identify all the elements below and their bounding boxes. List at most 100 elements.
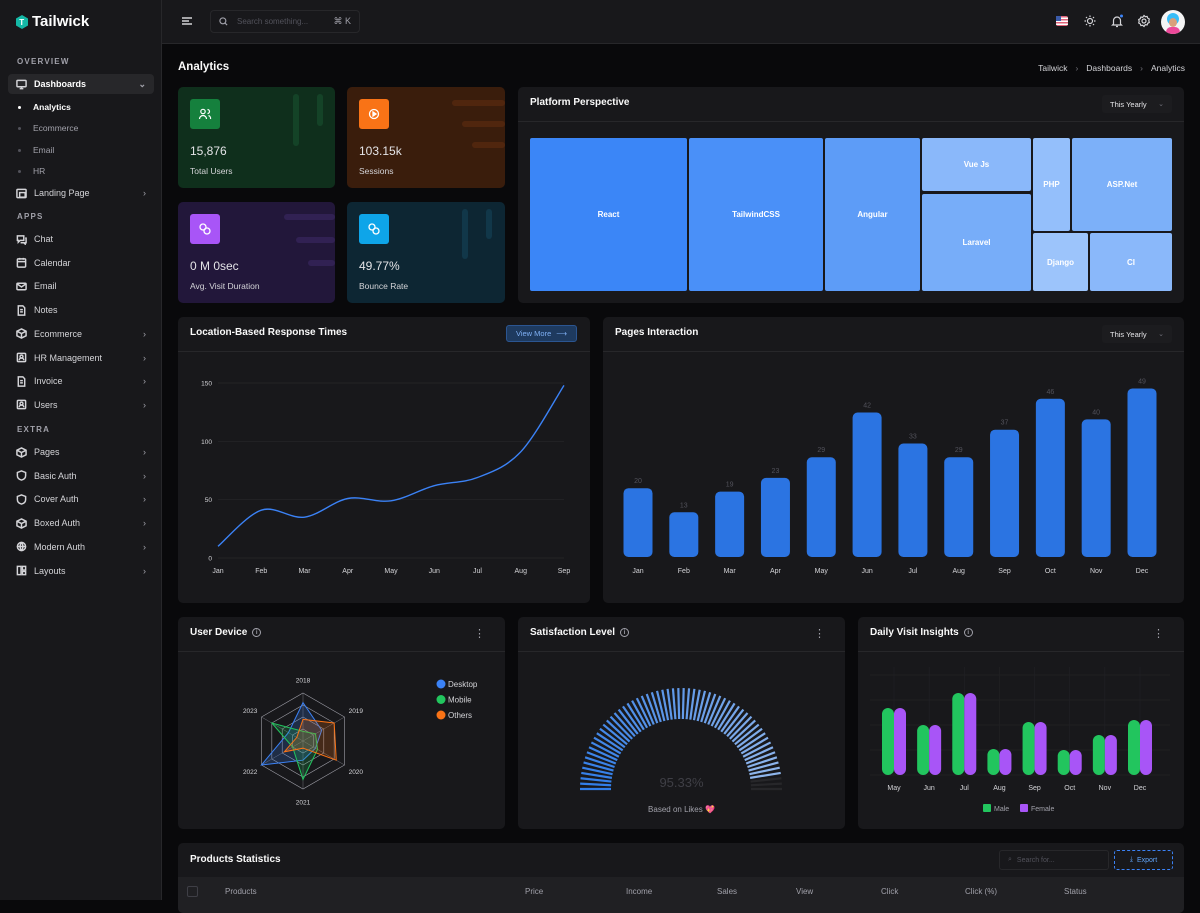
- chevron-right-icon: ›: [143, 353, 146, 363]
- coins-icon: [190, 214, 220, 244]
- bar-female: [999, 749, 1011, 775]
- column-header[interactable]: Click (%): [965, 887, 997, 896]
- x-tick-label: Feb: [678, 568, 690, 575]
- treemap-cell-django[interactable]: Django: [1033, 233, 1088, 291]
- x-tick-label: Aug: [993, 785, 1006, 792]
- data-label: 20: [634, 478, 642, 485]
- product-search-input[interactable]: ⌕Search for...: [999, 850, 1109, 870]
- bar: [898, 443, 927, 557]
- sidebar-item-hr-management[interactable]: HR Management›: [8, 348, 154, 368]
- sidebar-item-email[interactable]: Email: [8, 276, 154, 296]
- column-header[interactable]: Status: [1064, 887, 1087, 896]
- sidebar-item-users[interactable]: Users›: [8, 395, 154, 415]
- sidebar-item-calendar[interactable]: Calendar: [8, 253, 154, 273]
- download-icon: ⤓: [1130, 856, 1133, 864]
- flag-us-icon[interactable]: [1056, 16, 1068, 26]
- column-header[interactable]: Click: [881, 887, 898, 896]
- column-header[interactable]: Sales: [717, 887, 737, 896]
- export-button[interactable]: ⤓Export: [1114, 850, 1173, 870]
- bar-male: [952, 693, 964, 775]
- stat-label: Avg. Visit Duration: [190, 281, 260, 291]
- treemap-cell-laravel[interactable]: Laravel: [922, 194, 1031, 291]
- stat-value: 15,876: [190, 144, 227, 158]
- axis-label: 2019: [349, 708, 364, 715]
- chevron-right-icon: ›: [143, 471, 146, 481]
- avatar[interactable]: [1161, 10, 1185, 34]
- legend-label: Desktop: [448, 680, 478, 689]
- treemap-cell-vuejs[interactable]: Vue Js: [922, 138, 1031, 191]
- x-tick-label: May: [384, 568, 398, 575]
- x-tick-label: Apr: [770, 568, 782, 575]
- sidebar-item-dashboards[interactable]: Dashboards⌄: [8, 74, 154, 94]
- stat-label: Sessions: [359, 166, 394, 176]
- gauge-tick: [668, 689, 672, 720]
- chevron-right-icon: ›: [143, 518, 146, 528]
- stat-card-bounce-rate: 49.77% Bounce Rate: [347, 202, 505, 303]
- logo[interactable]: T Tailwick: [16, 13, 89, 30]
- bar: [624, 488, 653, 557]
- y-tick-label: 100: [201, 439, 212, 446]
- chat-icon: [16, 234, 27, 245]
- search-icon: [219, 17, 228, 26]
- column-header[interactable]: Income: [626, 887, 652, 896]
- search-input[interactable]: Search something... ⌘ K: [210, 10, 360, 33]
- sidebar-item-modern-auth[interactable]: Modern Auth›: [8, 537, 154, 557]
- bar-chart: 20Jan13Feb19Mar23Apr29May42Jun33Jul29Aug…: [603, 317, 1184, 603]
- shield-icon: [16, 494, 27, 505]
- sidebar-sub-analytics[interactable]: Analytics: [18, 102, 71, 112]
- treemap-cell-tailwindcss[interactable]: TailwindCSS: [689, 138, 823, 291]
- menu-icon[interactable]: [180, 14, 194, 28]
- sun-icon[interactable]: [1083, 14, 1097, 28]
- sidebar-item-cover-auth[interactable]: Cover Auth›: [8, 489, 154, 509]
- x-tick-label: Jul: [908, 568, 917, 575]
- breadcrumb: Tailwick› Dashboards› Analytics: [1038, 63, 1185, 73]
- page-title: Analytics: [178, 61, 229, 73]
- sidebar-sub-ecommerce[interactable]: Ecommerce: [18, 123, 78, 133]
- bar-female: [1140, 720, 1152, 775]
- column-header[interactable]: Products: [225, 887, 257, 896]
- sidebar-item-ecommerce[interactable]: Ecommerce›: [8, 324, 154, 344]
- sidebar-item-landing-page[interactable]: Landing Page›: [8, 183, 154, 203]
- platform-perspective-card: Platform Perspective This Yearly⌄ React …: [518, 87, 1184, 303]
- lock-icon: [16, 470, 27, 481]
- bar-female: [964, 693, 976, 775]
- svg-text:T: T: [19, 18, 24, 27]
- breadcrumb-item[interactable]: Tailwick: [1038, 63, 1067, 73]
- chevron-right-icon: ›: [143, 566, 146, 576]
- sidebar-item-chat[interactable]: Chat: [8, 229, 154, 249]
- sidebar-item-invoice[interactable]: Invoice›: [8, 371, 154, 391]
- treemap-cell-ci[interactable]: CI: [1090, 233, 1172, 291]
- breadcrumb-item[interactable]: Dashboards: [1086, 63, 1132, 73]
- bar-male: [917, 725, 929, 775]
- column-header[interactable]: Price: [525, 887, 543, 896]
- legend-marker: [437, 695, 446, 704]
- sidebar-item-basic-auth[interactable]: Basic Auth›: [8, 466, 154, 486]
- column-header[interactable]: View: [796, 887, 813, 896]
- x-tick-label: Nov: [1099, 785, 1112, 792]
- sidebar-item-notes[interactable]: Notes: [8, 300, 154, 320]
- x-tick-label: May: [815, 568, 829, 575]
- chevron-right-icon: ›: [143, 188, 146, 198]
- sidebar-item-layouts[interactable]: Layouts›: [8, 561, 154, 581]
- select-all-checkbox[interactable]: [187, 886, 198, 897]
- bar-female: [1070, 750, 1082, 775]
- sidebar-sub-email[interactable]: Email: [18, 145, 54, 155]
- bell-icon[interactable]: [1110, 14, 1124, 28]
- sidebar-item-boxed-auth[interactable]: Boxed Auth›: [8, 513, 154, 533]
- sidebar-item-pages[interactable]: Pages›: [8, 442, 154, 462]
- period-select[interactable]: This Yearly⌄: [1102, 95, 1172, 113]
- legend-label: Male: [994, 806, 1009, 813]
- sidebar-sub-hr[interactable]: HR: [18, 166, 45, 176]
- bar-male: [1128, 720, 1140, 775]
- treemap-cell-php[interactable]: PHP: [1033, 138, 1070, 231]
- x-tick-label: Mar: [298, 568, 311, 575]
- mail-icon: [16, 281, 27, 292]
- bar-female: [1105, 735, 1117, 775]
- treemap-cell-react[interactable]: React: [530, 138, 687, 291]
- gear-icon[interactable]: [1137, 14, 1151, 28]
- treemap-cell-angular[interactable]: Angular: [825, 138, 920, 291]
- treemap-cell-aspnet[interactable]: ASP.Net: [1072, 138, 1172, 231]
